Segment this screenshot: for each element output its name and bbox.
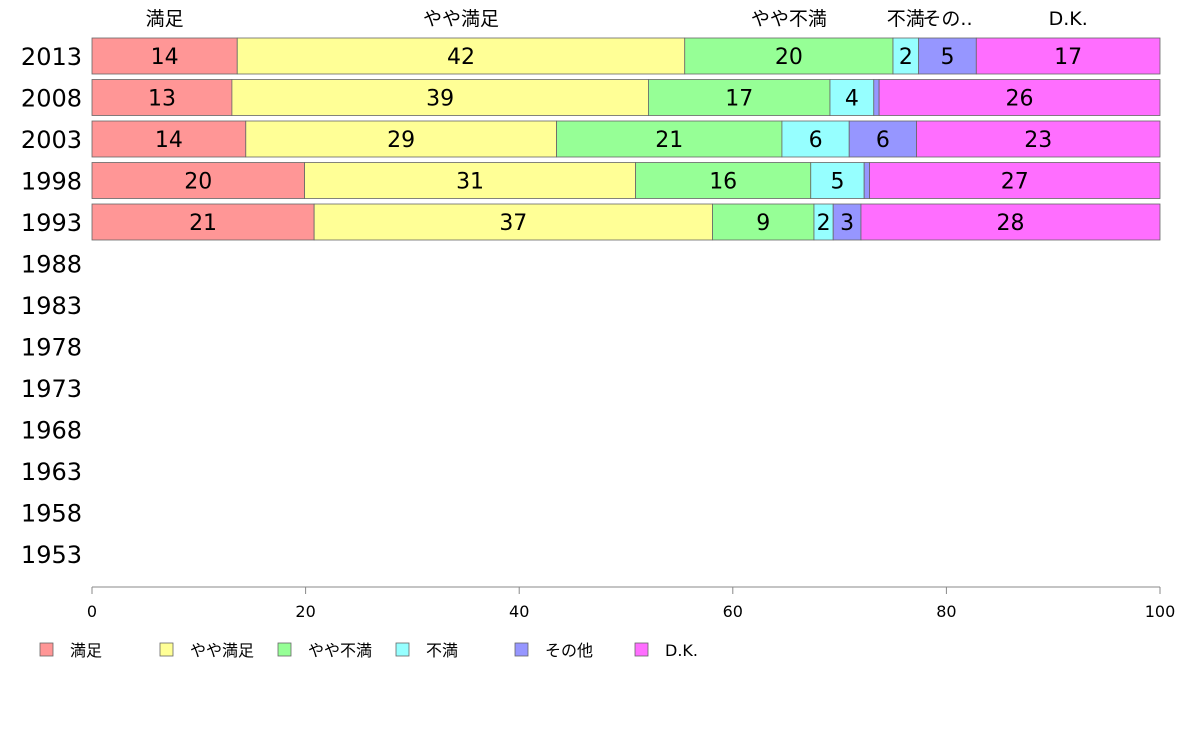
data-label-1993-5: 28 [996,211,1024,236]
data-label-2003-2: 21 [655,128,683,153]
data-label-2013-2: 20 [775,45,803,70]
x-axis: 0 20 40 60 80 100 [87,586,1176,621]
data-label-2008-1: 39 [426,87,454,112]
category-header-3: 不満 [887,8,925,30]
year-label-1963: 1963 [21,458,82,486]
data-label-2003-5: 23 [1024,128,1052,153]
year-label-1993: 1993 [21,209,82,237]
year-label-1983: 1983 [21,292,82,320]
data-label-2003-3: 6 [809,128,823,153]
legend: 満足 やや満足 やや不満 不満 その他 D.K. [39,641,698,660]
bar-segment-2008-5 [878,79,1161,116]
category-header-1: やや満足 [423,8,499,30]
year-label-1958: 1958 [21,500,82,528]
data-label-1998-2: 16 [709,170,737,195]
year-label-1988: 1988 [21,251,82,279]
data-label-1993-4: 3 [840,211,854,236]
legend-swatch-2 [277,642,292,657]
x-tick-label-80: 80 [936,602,956,621]
bar-segment-2003-5 [916,120,1161,158]
legend-swatch-0 [39,642,54,657]
x-tick-label-40: 40 [509,602,529,621]
data-label-1993-2: 9 [756,211,770,236]
bar-segment-1998-2 [635,162,812,199]
bar-segment-1998-5 [869,162,1161,199]
data-label-1998-3: 5 [830,170,844,195]
year-label-1998: 1998 [21,168,82,196]
data-label-2013-0: 14 [151,45,179,70]
legend-label-2: やや不満 [308,641,372,660]
x-tick-label-100: 100 [1145,602,1176,621]
category-header-0: 満足 [146,8,184,30]
x-tick-label-20: 20 [295,602,315,621]
data-label-1998-0: 20 [184,170,212,195]
data-label-1998-1: 31 [456,170,484,195]
bar-segment-1993-0 [91,203,315,241]
data-label-2013-4: 5 [940,45,954,70]
year-axis: 2013 2008 2003 1998 1993 1988 1983 1978 1973 1968… [21,43,82,569]
data-label-2003-4: 6 [876,128,890,153]
bar-segment-2013-5 [975,37,1161,75]
data-label-2013-3: 2 [899,45,913,70]
bar-segment-1998-3 [810,162,865,199]
bar-segment-2003-1 [245,120,557,158]
bar-segment-1998-4 [863,162,870,199]
bar-segment-2008-2 [648,79,831,116]
category-header-4: その.. [922,8,972,30]
data-label-2008-2: 17 [725,87,753,112]
bar-segment-1998-1 [304,162,637,199]
data-label-2013-1: 42 [447,45,475,70]
legend-swatch-5 [634,642,649,657]
bar-segment-2008-3 [829,79,875,116]
bar-segment-2013-0 [91,37,238,75]
legend-label-1: やや満足 [190,641,254,660]
year-label-2008: 2008 [21,85,82,113]
year-label-1978: 1978 [21,334,82,362]
legend-swatch-4 [514,642,529,657]
year-label-1953: 1953 [21,541,82,569]
data-label-1993-3: 2 [817,211,831,236]
legend-label-3: 不満 [426,641,458,660]
year-label-2003: 2003 [21,126,82,154]
data-label-2008-5: 26 [1006,87,1034,112]
year-label-2013: 2013 [21,43,82,71]
bar-segment-2003-4 [848,120,917,158]
x-tick-label-60: 60 [723,602,743,621]
bar-segment-2013-1 [236,37,686,75]
legend-swatch-3 [395,642,410,657]
bar-segment-2008-0 [91,79,233,116]
legend-label-0: 満足 [70,641,102,660]
category-header-2: やや不満 [751,8,827,30]
bar-segment-2008-1 [231,79,649,116]
bar-segment-2013-4 [918,37,977,75]
bar-segment-2013-2 [684,37,894,75]
legend-swatch-1 [159,642,174,657]
bar-segment-1993-2 [712,203,815,241]
bar-segment-2003-0 [91,120,247,158]
data-label-2008-3: 4 [845,87,859,112]
x-tick-label-0: 0 [87,602,97,621]
bar-segment-2008-4 [873,79,880,116]
legend-label-5: D.K. [665,641,698,660]
data-label-2008-0: 13 [148,87,176,112]
data-label-2003-0: 14 [155,128,183,153]
data-label-1993-0: 21 [189,211,217,236]
bar-segment-1993-5 [860,203,1161,241]
bar-segment-1993-4 [832,203,862,241]
year-label-1973: 1973 [21,375,82,403]
bar-segment-1998-0 [91,162,305,199]
bar-segment-2003-2 [556,120,783,158]
data-label-2013-5: 17 [1054,45,1082,70]
year-label-1968: 1968 [21,417,82,445]
legend-label-4: その他 [545,641,593,660]
data-label-1998-5: 27 [1001,170,1029,195]
data-label-2003-1: 29 [387,128,415,153]
data-label-1993-1: 37 [499,211,527,236]
category-header-5: D.K. [1049,8,1088,30]
